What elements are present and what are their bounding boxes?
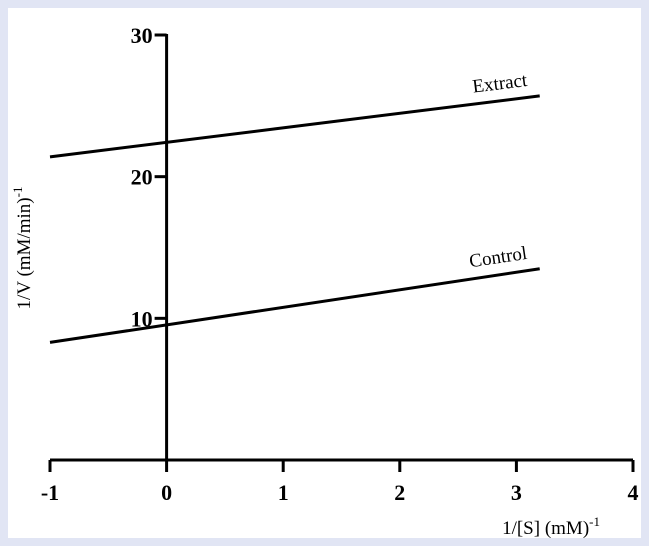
- x-tick-label: 1: [278, 480, 289, 505]
- x-tick-label: 0: [161, 480, 172, 505]
- x-axis-ticks: -1 0 1 2 3 4: [41, 460, 639, 505]
- x-axis-title-text: 1/[S] (mM): [502, 518, 589, 538]
- series-line-extract: [49, 94, 540, 159]
- x-tick-label: 4: [628, 480, 639, 505]
- y-tick-label: 10: [131, 306, 153, 331]
- y-axis-title: 1/V (mM/min)-1: [10, 187, 35, 310]
- series-group: Extract Control: [49, 70, 540, 344]
- x-tick-label: -1: [41, 480, 59, 505]
- series-label-control: Control: [468, 243, 529, 272]
- axes: [50, 34, 633, 462]
- series-label-extract: Extract: [471, 70, 529, 98]
- y-axis-title-superscript: -1: [10, 187, 25, 198]
- series-line-control: [49, 267, 540, 344]
- x-axis-title: 1/[S] (mM)-1: [502, 514, 600, 538]
- lineweaver-burk-chart: -1 0 1 2 3 4 10 20 30 Extract Control 1/[S] (mM)…: [10, 23, 639, 538]
- x-axis-title-superscript: -1: [589, 514, 600, 529]
- y-axis-ticks: 10 20 30: [131, 23, 167, 331]
- chart-panel: -1 0 1 2 3 4 10 20 30 Extract Control 1/[S] (mM)…: [8, 8, 641, 538]
- x-tick-label: 2: [394, 480, 405, 505]
- x-tick-label: 3: [511, 480, 522, 505]
- y-tick-label: 30: [131, 23, 153, 48]
- y-axis-title-text: 1/V (mM/min): [14, 197, 35, 309]
- y-tick-label: 20: [131, 165, 153, 190]
